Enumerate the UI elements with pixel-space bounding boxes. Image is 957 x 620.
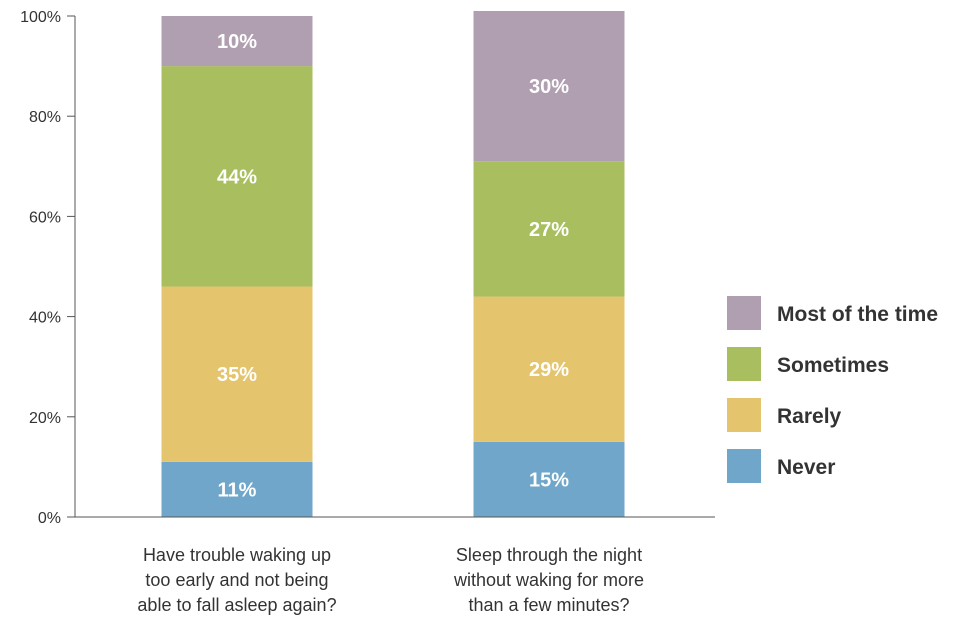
x-category-label-line: than a few minutes? [468,595,629,615]
x-axis: Have trouble waking up too early and not … [75,516,715,615]
bar-segment-rarely [473,296,625,442]
bar-segment-never [473,441,625,517]
bar-segment-most-of-the-time [473,10,625,162]
bar-data-label: 11% [218,479,257,501]
x-category-label-line: able to fall asleep again? [137,595,336,615]
legend-label: Never [777,456,835,479]
y-tick-label: 0% [38,510,61,527]
bar-data-label: 27% [529,219,569,241]
bar-data-label: 35% [217,364,257,386]
bar-segment-most-of-the-time [161,16,313,67]
x-category-label-line: without waking for more [453,570,644,590]
bar-segment-sometimes [161,66,313,287]
legend-label: Sometimes [777,354,889,377]
x-category-label-line: too early and not being [145,570,328,590]
bar-data-label: 30% [529,76,569,98]
x-category-label-line: Have trouble waking up [143,545,331,565]
legend-label: Most of the time [777,303,938,326]
bar-data-label: 10% [217,31,257,53]
bar-data-label: 44% [217,166,257,188]
bar-data-label: 29% [529,359,569,381]
y-tick-label: 100% [20,9,61,26]
legend-label: Rarely [777,405,842,428]
legend-swatch [727,398,761,432]
y-tick-label: 40% [29,310,61,327]
legend-swatch [727,347,761,381]
bars: 11% 35% 44% 10% 15% 29% 27% 30% [161,10,625,517]
bar-segment-never [161,461,313,517]
legend: Most of the time Sometimes Rarely Never [727,296,938,483]
legend-swatch [727,449,761,483]
y-tick-label: 60% [29,209,61,226]
bar-segment-sometimes [473,161,625,297]
y-tick-label: 20% [29,410,61,427]
x-category-label-line: Sleep through the night [456,545,642,565]
x-category-label: Sleep through the night without waking fo… [453,545,644,615]
bar-segment-rarely [161,286,313,462]
legend-swatch [727,296,761,330]
y-tick-label: 80% [29,109,61,126]
y-axis: 0% 20% 40% 60% 80% 100% [20,9,76,527]
bar-data-label: 15% [529,469,569,491]
x-category-label: Have trouble waking up too early and not … [137,545,336,615]
